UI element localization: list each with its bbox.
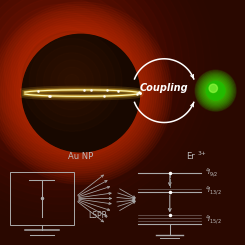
- Circle shape: [206, 81, 225, 100]
- Circle shape: [19, 31, 143, 155]
- Circle shape: [205, 80, 226, 101]
- Circle shape: [204, 79, 227, 102]
- Circle shape: [33, 40, 90, 97]
- Circle shape: [200, 75, 231, 106]
- Text: Au NP: Au NP: [68, 152, 94, 161]
- Circle shape: [0, 6, 168, 180]
- Circle shape: [58, 67, 86, 96]
- Circle shape: [209, 84, 218, 93]
- Circle shape: [196, 71, 235, 110]
- Circle shape: [0, 0, 140, 147]
- Circle shape: [36, 46, 108, 117]
- Text: LSPR: LSPR: [88, 211, 108, 220]
- Circle shape: [206, 81, 225, 100]
- Circle shape: [0, 0, 147, 154]
- Circle shape: [0, 11, 163, 175]
- Circle shape: [199, 74, 232, 107]
- Bar: [10, 172, 74, 225]
- Circle shape: [0, 0, 133, 140]
- Circle shape: [11, 19, 111, 119]
- Circle shape: [201, 76, 230, 105]
- Circle shape: [10, 22, 152, 164]
- Text: $^4\!I_{9/2}$: $^4\!I_{9/2}$: [205, 166, 218, 179]
- Circle shape: [0, 4, 125, 133]
- Circle shape: [16, 29, 145, 158]
- Circle shape: [195, 70, 236, 111]
- Circle shape: [54, 61, 68, 76]
- Circle shape: [47, 54, 75, 83]
- Circle shape: [14, 26, 147, 160]
- Circle shape: [25, 33, 97, 104]
- Text: $^4\!I_{15/2}$: $^4\!I_{15/2}$: [205, 213, 221, 226]
- Circle shape: [40, 47, 83, 90]
- Circle shape: [8, 20, 154, 166]
- Circle shape: [51, 60, 93, 103]
- Circle shape: [0, 9, 165, 178]
- Text: Coupling: Coupling: [140, 83, 188, 93]
- Circle shape: [3, 15, 159, 171]
- Circle shape: [4, 12, 118, 126]
- Circle shape: [203, 78, 229, 104]
- Circle shape: [198, 73, 233, 109]
- Circle shape: [29, 38, 115, 124]
- Circle shape: [22, 31, 122, 131]
- Circle shape: [1, 13, 161, 173]
- Text: 3+: 3+: [197, 151, 206, 156]
- Circle shape: [21, 33, 141, 153]
- Circle shape: [0, 4, 170, 182]
- Circle shape: [0, 2, 172, 184]
- Circle shape: [65, 74, 79, 88]
- Circle shape: [5, 18, 156, 169]
- Circle shape: [22, 34, 140, 152]
- Text: $^4\!I_{13/2}$: $^4\!I_{13/2}$: [205, 184, 221, 197]
- Text: Er: Er: [186, 152, 195, 161]
- Circle shape: [18, 26, 104, 111]
- Circle shape: [12, 24, 150, 162]
- Circle shape: [43, 53, 101, 110]
